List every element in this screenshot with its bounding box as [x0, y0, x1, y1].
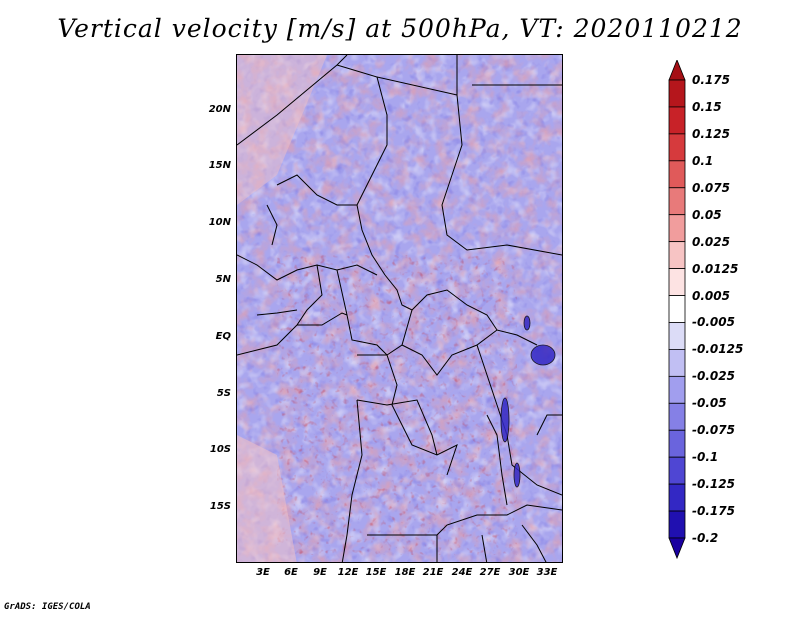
colorbar-level-label: -0.2 — [692, 531, 719, 545]
lat-label-10s: 10S — [209, 444, 231, 455]
colorbar-swatch — [668, 133, 686, 162]
lat-label-5s: 5S — [216, 388, 231, 399]
lon-label-9e: 9E — [313, 567, 327, 578]
colorbar-swatch — [668, 375, 686, 404]
lat-label-5n: 5N — [215, 274, 231, 285]
colorbar-swatch — [668, 268, 686, 296]
colorbar-swatch — [668, 349, 686, 377]
colorbar-bottom-arrow — [668, 537, 686, 560]
lat-label-15s: 15S — [209, 501, 231, 512]
colorbar-swatch — [668, 429, 686, 458]
lon-label-24e: 24E — [451, 567, 473, 578]
lon-label-3e: 3E — [256, 567, 270, 578]
colorbar-level-label: 0.125 — [692, 126, 730, 141]
chart-title: Vertical velocity [m/s] at 500hPa, VT: 2… — [57, 14, 743, 43]
colorbar-swatch — [668, 106, 686, 135]
colorbar-level-label: -0.0125 — [692, 342, 744, 357]
colorbar-swatch — [668, 160, 686, 189]
colorbar-swatch — [668, 79, 686, 108]
colorbar-level-label: 0.1 — [692, 153, 714, 168]
lon-label-12e: 12E — [337, 567, 359, 578]
colorbar-level-label: -0.175 — [692, 504, 735, 519]
lat-label-10n: 10N — [208, 217, 231, 228]
colorbar — [668, 60, 686, 560]
colorbar-top-arrow — [668, 60, 686, 81]
lat-label-eq: EQ — [215, 331, 231, 342]
colorbar-swatch — [668, 510, 686, 539]
colorbar-level-label: -0.05 — [692, 396, 727, 411]
colorbar-level-label: -0.005 — [692, 315, 735, 330]
colorbar-swatch — [668, 187, 686, 216]
footer-credit: GrADS: IGES/COLA — [4, 602, 91, 612]
lon-label-27e: 27E — [479, 567, 501, 578]
lon-label-18e: 18E — [394, 567, 416, 578]
colorbar-level-label: 0.075 — [692, 180, 730, 195]
lon-label-30e: 30E — [508, 567, 530, 578]
colorbar-level-label: -0.075 — [692, 423, 735, 438]
colorbar-swatch — [668, 456, 686, 485]
lon-label-15e: 15E — [365, 567, 387, 578]
lon-label-6e: 6E — [284, 567, 298, 578]
lat-label-15n: 15N — [208, 160, 231, 171]
colorbar-level-label: 0.0125 — [692, 261, 739, 276]
colorbar-level-label: -0.125 — [692, 477, 735, 492]
colorbar-swatch — [668, 322, 686, 350]
colorbar-swatch — [668, 214, 686, 243]
colorbar-level-label: 0.05 — [692, 207, 722, 222]
colorbar-swatch — [668, 295, 686, 323]
lon-label-33e: 33E — [536, 567, 558, 578]
colorbar-level-label: 0.025 — [692, 234, 730, 249]
lat-label-20n: 20N — [208, 104, 231, 115]
colorbar-swatch — [668, 483, 686, 512]
colorbar-level-label: -0.1 — [692, 450, 719, 465]
colorbar-swatch — [668, 241, 686, 269]
colorbar-level-label: 0.15 — [692, 99, 722, 114]
colorbar-level-label: -0.025 — [692, 369, 735, 384]
lon-label-21e: 21E — [422, 567, 444, 578]
colorbar-level-label: 0.005 — [692, 288, 730, 303]
colorbar-level-label: 0.175 — [692, 73, 730, 87]
map-plot-area — [236, 54, 563, 563]
colorbar-swatch — [668, 402, 686, 431]
velocity-field — [237, 55, 562, 562]
